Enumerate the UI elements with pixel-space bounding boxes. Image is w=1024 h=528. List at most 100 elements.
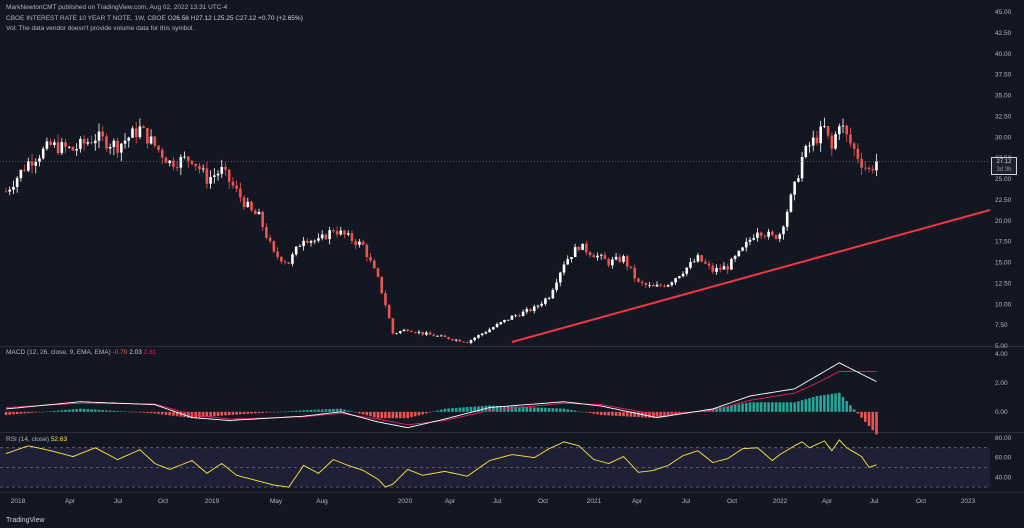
candle — [692, 261, 696, 263]
macd-histogram-bar — [428, 411, 432, 413]
macd-histogram-bar — [625, 411, 629, 417]
macd-histogram-bar — [387, 411, 391, 419]
candle — [93, 140, 97, 144]
macd-histogram-bar — [592, 411, 596, 414]
candle — [506, 319, 510, 321]
candle — [469, 339, 473, 343]
macd-histogram-bar — [287, 411, 291, 412]
macd-histogram-bar — [819, 395, 822, 412]
time-axis-label: Jul — [682, 498, 691, 505]
candle — [666, 284, 670, 287]
candle — [495, 324, 499, 328]
price-tick-label: 20.00 — [995, 218, 1012, 225]
candle — [614, 256, 618, 260]
macd-histogram-bar — [867, 411, 871, 427]
macd-tick-label: 0.00 — [995, 409, 1008, 416]
candle — [220, 166, 224, 174]
macd-histogram-bar — [410, 411, 413, 418]
candle — [782, 226, 785, 235]
macd-histogram-bar — [198, 411, 201, 418]
macd-histogram-bar — [432, 411, 436, 413]
candle — [194, 163, 198, 166]
macd-histogram-bar — [45, 411, 49, 413]
macd-histogram-bar — [384, 411, 387, 419]
candle — [175, 166, 179, 168]
candle — [309, 240, 313, 243]
macd-histogram-bar — [138, 411, 142, 413]
macd-histogram-bar — [841, 396, 845, 412]
macd-histogram-bar — [220, 411, 224, 416]
candle — [521, 311, 525, 317]
macd-histogram-bar — [339, 408, 343, 412]
macd-histogram-bar — [205, 411, 209, 417]
macd-legend[interactable]: MACD (12, 26, close, 9, EMA, EMA) -0.78 … — [6, 349, 157, 356]
candle — [205, 168, 209, 184]
price-tick-label: 42.50 — [995, 30, 1012, 37]
macd-histogram-bar — [294, 410, 298, 412]
price-tick-label: 12.50 — [995, 280, 1012, 287]
candle — [242, 197, 246, 207]
macd-histogram-bar — [324, 409, 328, 412]
macd-histogram-bar — [283, 411, 287, 412]
macd-histogram-bar — [350, 411, 354, 413]
candle — [599, 254, 603, 256]
macd-histogram-bar — [417, 411, 421, 416]
macd-histogram-bar — [752, 402, 756, 412]
rsi-legend[interactable]: RSI (14, close) 52.63 — [6, 436, 68, 443]
macd-histogram-bar — [306, 410, 309, 412]
macd-histogram-bar — [804, 399, 808, 412]
candle — [361, 241, 365, 245]
candle — [503, 319, 506, 323]
candle — [257, 211, 261, 215]
candle — [105, 136, 108, 149]
macd-histogram-bar — [436, 410, 439, 412]
macd-histogram-bar — [849, 405, 852, 412]
candle — [856, 148, 860, 159]
candle — [826, 126, 830, 136]
time-axis-label: Aug — [316, 498, 328, 505]
price-tick-label: 35.00 — [995, 93, 1012, 100]
candle — [477, 335, 480, 338]
candle — [789, 194, 793, 212]
macd-histogram-bar — [629, 411, 633, 417]
macd-histogram-bar — [406, 411, 410, 419]
candle — [715, 268, 718, 272]
candle — [332, 230, 335, 232]
candle — [674, 278, 677, 283]
candle — [618, 256, 622, 262]
price-tick-label: 5.00 — [995, 343, 1008, 350]
candle — [797, 178, 800, 182]
candle — [640, 281, 644, 284]
candle — [439, 335, 443, 337]
time-axis-label: Jul — [114, 498, 123, 505]
volume-note: Vol: The data vendor doesn't provide vol… — [6, 25, 195, 32]
price-tick-label: 17.50 — [995, 239, 1012, 246]
time-axis-label: Apr — [632, 498, 643, 505]
tradingview-logo[interactable]: TradingView — [6, 517, 45, 524]
candle — [250, 201, 253, 211]
macd-histogram-bar — [447, 408, 450, 412]
symbol-name: CBOE INTEREST RATE 10 YEAR T NOTE, 1W, C… — [6, 15, 166, 22]
candle — [845, 125, 849, 135]
macd-histogram-bar — [250, 411, 253, 414]
price-tick-label: 15.00 — [995, 260, 1012, 267]
macd-histogram-bar — [570, 409, 573, 412]
candle — [622, 256, 625, 262]
macd-histogram-bar — [108, 410, 112, 412]
macd-histogram-bar — [845, 401, 849, 412]
macd-histogram-bar — [97, 409, 101, 412]
macd-histogram-bar — [864, 411, 867, 422]
macd-histogram-bar — [53, 410, 56, 412]
candle — [90, 142, 93, 144]
candle — [186, 156, 190, 161]
macd-histogram-bar — [346, 410, 350, 412]
macd-histogram-bar — [268, 411, 272, 413]
macd-histogram-bar — [871, 411, 875, 431]
candle — [536, 305, 540, 307]
macd-histogram-bar — [56, 410, 60, 412]
macd-histogram-bar — [101, 410, 105, 412]
candle — [279, 256, 283, 262]
candle — [722, 266, 726, 270]
macd-histogram-bar — [391, 411, 395, 419]
